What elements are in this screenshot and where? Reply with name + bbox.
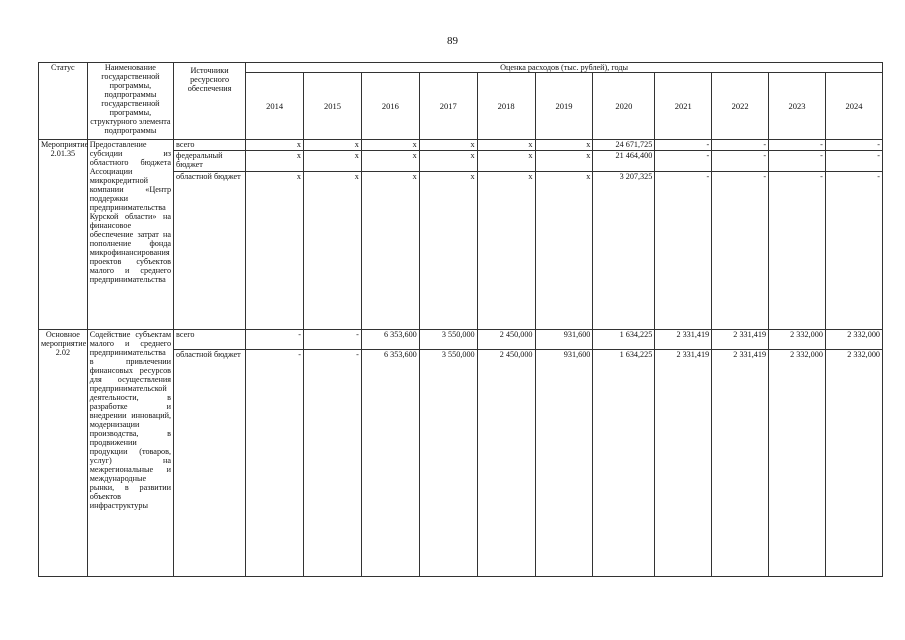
table-row: областной бюджет - -6 353,600 3 550,000 2 45… — [39, 349, 884, 577]
cell-value: 24 671,725 — [592, 139, 656, 151]
cell-value: 2 331,419 — [654, 329, 713, 350]
cell-value: - — [824, 150, 884, 172]
cell-value: x — [245, 171, 305, 330]
row-source: областной бюджет — [173, 349, 247, 577]
cell-value: x — [418, 139, 478, 151]
row-source: федеральный бюджет — [173, 150, 247, 172]
cell-value: 931,600 — [534, 329, 594, 350]
cell-value: 2 332,000 — [768, 349, 826, 577]
expense-table: Статус Наименование государственной прог… — [38, 62, 884, 577]
cell-value: 1 634,225 — [592, 349, 656, 577]
cell-value: - — [711, 150, 770, 172]
cell-value: x — [476, 150, 536, 172]
cell-value: x — [303, 139, 362, 151]
header-year: 2014 — [245, 72, 305, 140]
row-source: всего — [173, 139, 247, 151]
cell-value: x — [360, 139, 420, 151]
cell-value: x — [245, 150, 305, 172]
header-year: 2017 — [418, 72, 478, 140]
cell-value: - — [711, 139, 770, 151]
cell-value: x — [245, 139, 305, 151]
cell-value: - — [768, 150, 826, 172]
cell-value: x — [418, 171, 478, 330]
row-status: Мероприятие 2.01.35 — [38, 139, 88, 330]
header-year: 2018 — [476, 72, 536, 140]
cell-value: - — [303, 349, 362, 577]
cell-value: 3 550,000 — [418, 349, 478, 577]
table-row: Основное мероприятие 2.02 Содействие субъ… — [38, 329, 884, 577]
header-expenses: Оценка расходов (тыс. рублей), годы — [245, 62, 883, 73]
cell-value: x — [534, 150, 594, 172]
header-year: 2022 — [711, 72, 770, 140]
cell-value: x — [418, 150, 478, 172]
header-year: 2020 — [592, 72, 656, 140]
cell-value: - — [303, 329, 362, 350]
cell-value: 2 332,000 — [824, 329, 884, 350]
cell-value: - — [768, 139, 826, 151]
row-name: Предоставление субсидии из областного бю… — [86, 139, 175, 330]
header-status: Статус — [38, 62, 88, 140]
cell-value: - — [245, 329, 305, 350]
cell-value: x — [360, 150, 420, 172]
cell-value: - — [654, 139, 713, 151]
cell-value: 2 450,000 — [476, 349, 536, 577]
cell-value: 1 634,225 — [592, 329, 656, 350]
cell-value: 6 353,600 — [360, 329, 420, 350]
cell-value: - — [768, 171, 826, 330]
cell-value: 2 331,419 — [654, 349, 713, 577]
cell-value: - — [245, 349, 305, 577]
cell-value: - — [711, 171, 770, 330]
header-year: 2021 — [654, 72, 713, 140]
cell-value: x — [476, 139, 536, 151]
table-row: Мероприятие 2.01.35 Предоставление субсид… — [38, 139, 884, 330]
header-year: 2016 — [360, 72, 420, 140]
cell-value: - — [824, 139, 884, 151]
row-source: всего — [173, 329, 247, 350]
cell-value: - — [654, 150, 713, 172]
cell-value: x — [476, 171, 536, 330]
cell-value: - — [824, 171, 884, 330]
cell-value: x — [534, 139, 594, 151]
header-year: 2019 — [534, 72, 594, 140]
header-year: 2023 — [768, 72, 826, 140]
row-source: областной бюджет — [173, 171, 247, 330]
cell-value: 2 332,000 — [824, 349, 884, 577]
cell-value: 21 464,400 — [592, 150, 656, 172]
cell-value: x — [360, 171, 420, 330]
table-row: областной бюджет x x x x x x 3 207,325- - - - — [39, 171, 884, 330]
header-year: 2015 — [303, 72, 362, 140]
header-name: Наименование государственной программы, … — [86, 62, 175, 140]
cell-value: x — [303, 171, 362, 330]
cell-value: x — [534, 171, 594, 330]
cell-value: 2 331,419 — [711, 329, 770, 350]
page-number: 89 — [447, 35, 458, 47]
cell-value: 6 353,600 — [360, 349, 420, 577]
cell-value: 2 331,419 — [711, 349, 770, 577]
cell-value: 2 332,000 — [768, 329, 826, 350]
cell-value: x — [303, 150, 362, 172]
cell-value: 2 450,000 — [476, 329, 536, 350]
header-source: Источники ресурсного обеспечения — [173, 62, 247, 140]
cell-value: - — [654, 171, 713, 330]
cell-value: 3 207,325 — [592, 171, 656, 330]
row-status: Основное мероприятие 2.02 — [38, 329, 88, 577]
cell-value: 3 550,000 — [418, 329, 478, 350]
row-name: Содействие субъектам малого и среднего п… — [86, 329, 175, 577]
cell-value: 931,600 — [534, 349, 594, 577]
header-year: 2024 — [824, 72, 884, 140]
